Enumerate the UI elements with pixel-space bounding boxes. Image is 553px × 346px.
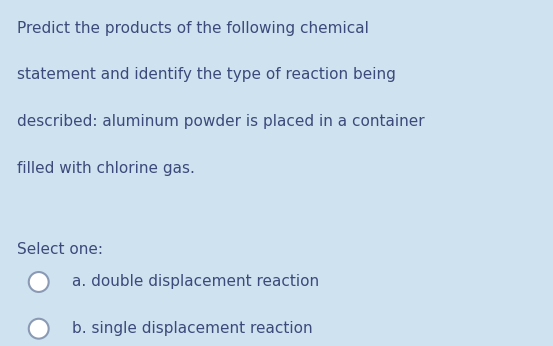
Text: filled with chlorine gas.: filled with chlorine gas. <box>17 161 195 176</box>
Ellipse shape <box>29 272 49 292</box>
Text: described: aluminum powder is placed in a container: described: aluminum powder is placed in … <box>17 114 424 129</box>
Text: statement and identify the type of reaction being: statement and identify the type of react… <box>17 67 395 82</box>
Text: Predict the products of the following chemical: Predict the products of the following ch… <box>17 21 368 36</box>
Text: Select one:: Select one: <box>17 242 103 257</box>
Text: a. double displacement reaction: a. double displacement reaction <box>72 274 319 290</box>
Ellipse shape <box>29 319 49 339</box>
Text: b. single displacement reaction: b. single displacement reaction <box>72 321 312 336</box>
